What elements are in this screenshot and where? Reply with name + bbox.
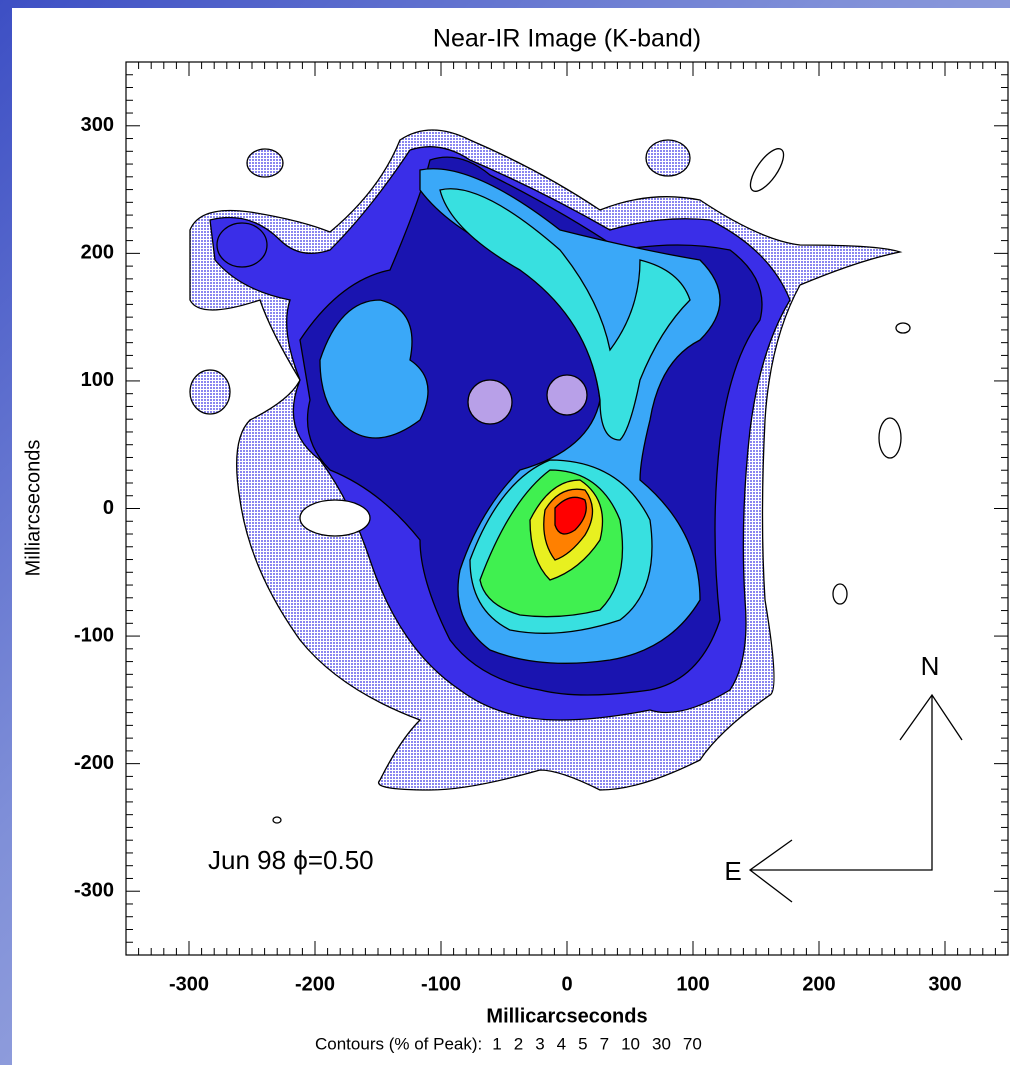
contour-level: 70: [683, 1034, 702, 1053]
contour-level: 3: [535, 1034, 544, 1053]
annotation: Jun 98 ϕ=0.50: [208, 845, 374, 875]
contour-level: 10: [621, 1034, 640, 1053]
x-tick-label: 100: [676, 973, 709, 995]
x-axis-label: Millicarcseconds: [486, 1005, 647, 1027]
y-tick-label: 0: [103, 497, 114, 519]
contour-level: 4: [557, 1034, 566, 1053]
chart-title: Near-IR Image (K-band): [433, 25, 701, 53]
contour-level: 30: [652, 1034, 671, 1053]
north-label: N: [921, 651, 940, 681]
y-tick-label: 300: [81, 114, 114, 136]
y-tick-label: 200: [81, 242, 114, 264]
contour-level: 2: [514, 1034, 523, 1053]
x-tick-label: -300: [169, 973, 209, 995]
contour-level: 1: [492, 1034, 501, 1053]
x-tick-label: -200: [295, 973, 335, 995]
x-tick-label: 200: [802, 973, 835, 995]
x-tick-label: 300: [928, 973, 961, 995]
y-tick-label: 100: [81, 369, 114, 391]
contour-level: 5: [578, 1034, 587, 1053]
y-tick-label: -300: [74, 879, 114, 901]
contour-label: Contours (% of Peak):: [315, 1034, 482, 1053]
x-tick-label: 0: [561, 973, 572, 995]
image: [189, 129, 911, 824]
y-tick-label: -100: [74, 624, 114, 646]
y-tick-label: -200: [74, 752, 114, 774]
x-tick-label: -100: [421, 973, 461, 995]
east-label: E: [724, 856, 741, 886]
contour-level: 7: [600, 1034, 609, 1053]
compass: [748, 693, 963, 903]
y-axis-label: Milliarcseconds: [22, 440, 44, 577]
